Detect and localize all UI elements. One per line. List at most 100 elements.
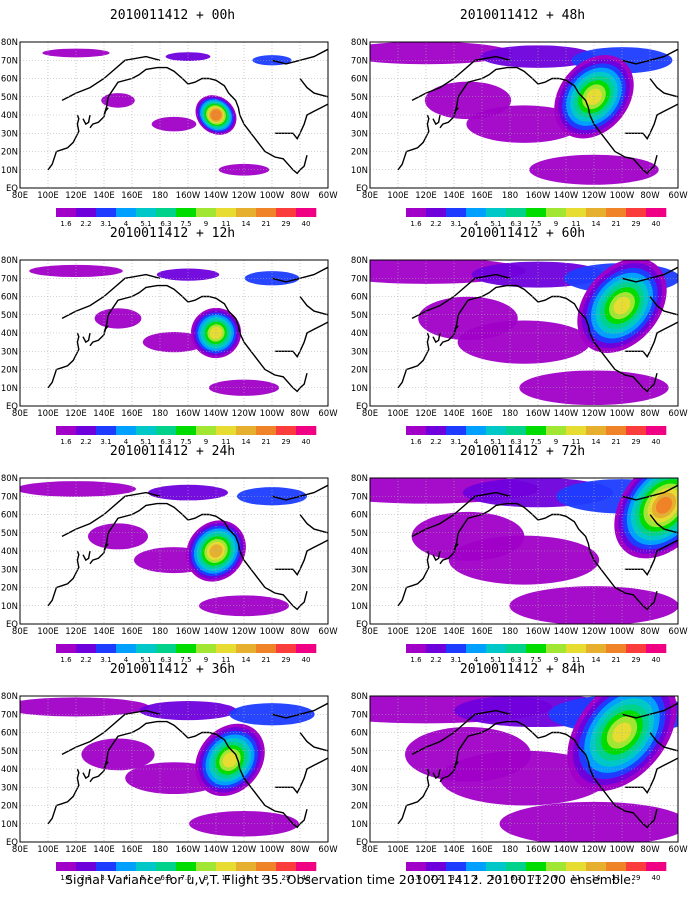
x-tick-label: 100E xyxy=(37,627,59,637)
x-tick-label: 160E xyxy=(121,191,143,201)
variance-blob xyxy=(208,379,280,396)
colorbar-swatch xyxy=(196,862,217,871)
coastline xyxy=(299,296,328,316)
colorbar-swatch xyxy=(406,644,427,653)
colorbar-swatch xyxy=(276,208,297,217)
colorbar-swatch xyxy=(646,208,667,217)
colorbar-swatch xyxy=(196,426,217,435)
x-tick-label: 120W xyxy=(232,627,257,637)
variance-blob xyxy=(165,52,211,61)
x-tick-label: 140W xyxy=(204,409,229,419)
colorbar-swatch xyxy=(466,208,487,217)
coastline xyxy=(82,332,91,344)
y-tick-label: 20N xyxy=(1,366,18,376)
y-tick-label: 40N xyxy=(351,329,368,339)
coastline xyxy=(89,761,109,783)
x-tick-label: 80E xyxy=(362,845,378,855)
x-tick-label: 140E xyxy=(93,191,115,201)
coastline xyxy=(432,550,441,562)
y-tick-label: 40N xyxy=(351,765,368,775)
x-tick-label: 160E xyxy=(121,845,143,855)
x-tick-label: 80E xyxy=(12,627,28,637)
x-tick-label: 160E xyxy=(471,845,493,855)
x-tick-label: 100E xyxy=(37,409,59,419)
colorbar-label: 21 xyxy=(612,874,621,882)
colorbar-label: 6.3 xyxy=(510,656,521,664)
panel-36h: 2010011412 + 36h 80E 100E 120E 140E 160E 180 1… xyxy=(0,662,345,882)
x-tick-label: 160E xyxy=(121,409,143,419)
colorbar-swatch xyxy=(176,426,197,435)
colorbar-label: 29 xyxy=(282,656,291,664)
colorbar-label: 4 xyxy=(124,656,129,664)
colorbar-swatch xyxy=(236,208,257,217)
x-tick-label: 100W xyxy=(260,627,285,637)
colorbar-swatch xyxy=(76,644,97,653)
colorbar-swatch xyxy=(406,426,427,435)
variance-blob xyxy=(29,264,123,278)
colorbar-label: 7.5 xyxy=(180,438,191,446)
coastline xyxy=(439,761,459,783)
colorbar-swatch xyxy=(196,644,217,653)
colorbar-swatch xyxy=(216,862,237,871)
y-tick-label: 60N xyxy=(1,729,18,739)
colorbar-swatch xyxy=(176,644,197,653)
variance-blob xyxy=(88,523,148,550)
x-tick-label: 140E xyxy=(443,191,465,201)
variance-blob xyxy=(94,308,142,329)
colorbar-label: 21 xyxy=(612,656,621,664)
y-tick-label: 30N xyxy=(351,783,368,793)
colorbar-label: 1.6 xyxy=(410,220,422,228)
colorbar-label: 40 xyxy=(652,220,661,228)
variance-blob xyxy=(440,750,608,806)
x-tick-label: 100E xyxy=(387,409,409,419)
y-tick-label: 60N xyxy=(351,729,368,739)
colorbar-label: 7.5 xyxy=(530,874,541,882)
x-tick-label: 60W xyxy=(318,627,338,637)
x-tick-label: 120E xyxy=(65,191,87,201)
colorbar-swatch xyxy=(156,644,177,653)
x-tick-label: 140W xyxy=(554,627,579,637)
colorbar-label: 11 xyxy=(222,656,231,664)
colorbar-label: 6.3 xyxy=(160,874,171,882)
y-tick-label: 30N xyxy=(1,129,18,139)
x-tick-label: 80W xyxy=(290,191,310,201)
colorbar-swatch xyxy=(136,644,157,653)
colorbar-swatch xyxy=(526,208,547,217)
y-tick-label: 80N xyxy=(1,474,18,484)
colorbar-label: 11 xyxy=(222,438,231,446)
coastline xyxy=(649,732,678,752)
colorbar-label: 14 xyxy=(242,656,251,664)
coastline xyxy=(103,502,308,611)
colorbar-label: 11 xyxy=(222,874,231,882)
colorbar-swatch xyxy=(566,426,587,435)
x-tick-label: 80E xyxy=(12,845,28,855)
x-tick-label: 60W xyxy=(668,409,688,419)
colorbar-swatch xyxy=(546,426,567,435)
colorbar-label: 6.3 xyxy=(510,438,521,446)
variance-blob xyxy=(199,595,289,617)
colorbar-label: 21 xyxy=(262,656,271,664)
x-tick-label: 180 xyxy=(502,409,518,419)
y-tick-label: 40N xyxy=(1,765,18,775)
y-tick-label: 50N xyxy=(351,311,368,321)
colorbar-swatch xyxy=(156,426,177,435)
y-tick-label: 50N xyxy=(1,93,18,103)
panel-title: 2010011412 + 00h xyxy=(109,8,236,23)
colorbar-label: 5.1 xyxy=(490,220,501,228)
colorbar-label: 40 xyxy=(652,874,661,882)
coastline xyxy=(432,332,441,344)
colorbar-label: 11 xyxy=(222,220,231,228)
colorbar-label: 40 xyxy=(302,220,311,228)
y-tick-label: 10N xyxy=(351,166,368,176)
y-tick-label: 70N xyxy=(351,710,368,720)
coastline xyxy=(624,539,678,576)
y-tick-label: 20N xyxy=(1,802,18,812)
y-tick-label: 80N xyxy=(1,38,18,48)
colorbar-label: 9 xyxy=(554,220,558,228)
coastline xyxy=(274,321,328,358)
x-tick-label: 80E xyxy=(12,409,28,419)
x-tick-label: 100W xyxy=(260,409,285,419)
variance-blob xyxy=(151,116,197,132)
y-tick-label: 10N xyxy=(351,602,368,612)
x-tick-label: 100W xyxy=(260,191,285,201)
